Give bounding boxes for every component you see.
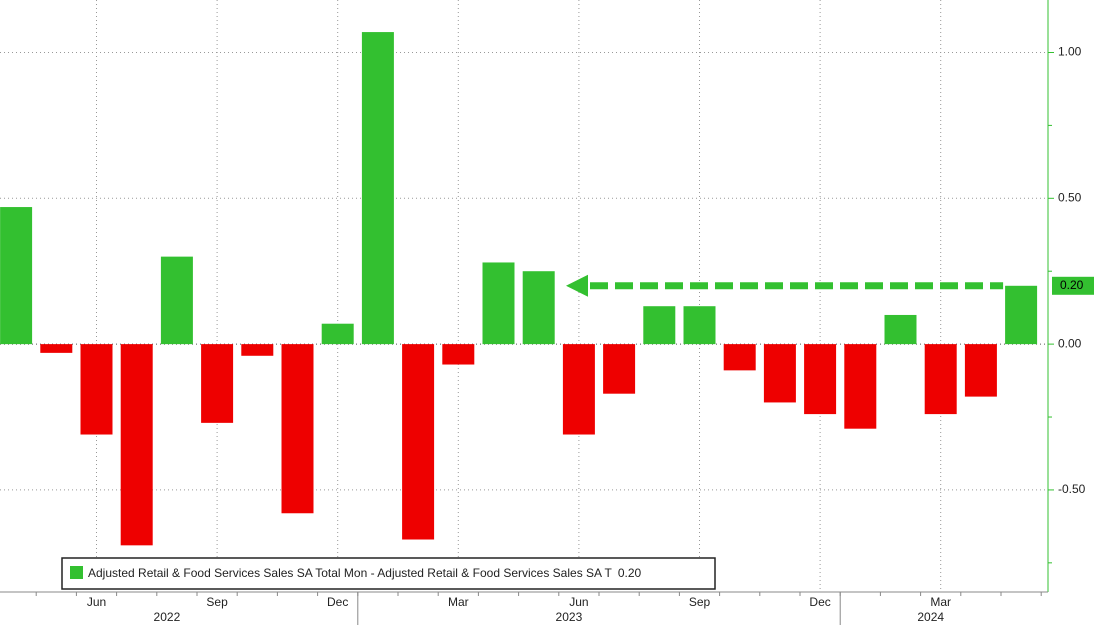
bar bbox=[603, 344, 636, 394]
bar bbox=[442, 344, 475, 365]
arrow-head bbox=[566, 274, 588, 297]
x-tick-label: Dec bbox=[809, 595, 830, 609]
bar bbox=[884, 314, 917, 345]
bar bbox=[844, 344, 877, 429]
year-label: 2023 bbox=[556, 610, 583, 624]
value-badge bbox=[1052, 276, 1094, 295]
legend-swatch bbox=[70, 566, 83, 579]
y-tick-label: 0.50 bbox=[1058, 190, 1082, 204]
x-tick-label: Sep bbox=[206, 595, 228, 609]
bar bbox=[281, 344, 314, 514]
bar bbox=[160, 256, 193, 345]
bar bbox=[482, 262, 515, 345]
x-tick-label: Sep bbox=[689, 595, 711, 609]
bar bbox=[201, 344, 234, 423]
bar bbox=[763, 344, 796, 403]
value-badge-label: 0.20 bbox=[1060, 278, 1084, 292]
bar bbox=[0, 207, 33, 345]
legend-name: Adjusted Retail & Food Services Sales SA… bbox=[88, 566, 612, 580]
y-tick-label: -0.50 bbox=[1058, 482, 1086, 496]
bar bbox=[643, 306, 676, 345]
bar bbox=[562, 344, 595, 435]
legend-box bbox=[61, 557, 716, 590]
x-tick-label: Jun bbox=[569, 595, 588, 609]
bar bbox=[723, 344, 756, 371]
year-label: 2024 bbox=[917, 610, 944, 624]
x-tick-label: Jun bbox=[87, 595, 106, 609]
bar bbox=[80, 344, 113, 435]
y-tick-label: 0.00 bbox=[1058, 336, 1082, 350]
x-tick-label: Mar bbox=[930, 595, 951, 609]
bar bbox=[321, 323, 354, 345]
bar bbox=[40, 344, 73, 353]
bar bbox=[1005, 285, 1038, 345]
bar bbox=[120, 344, 153, 546]
bar bbox=[241, 344, 274, 356]
bar bbox=[964, 344, 997, 397]
bar bbox=[924, 344, 957, 415]
bar bbox=[402, 344, 435, 540]
bar bbox=[522, 271, 555, 345]
x-tick-label: Mar bbox=[448, 595, 469, 609]
legend-value: 0.20 bbox=[618, 566, 642, 580]
y-tick-label: 1.00 bbox=[1058, 45, 1082, 59]
legend-label: Adjusted Retail & Food Services Sales SA… bbox=[88, 566, 642, 580]
legend: Adjusted Retail & Food Services Sales SA… bbox=[61, 557, 716, 590]
bar bbox=[361, 32, 394, 345]
bar bbox=[804, 344, 837, 415]
x-tick-label: Dec bbox=[327, 595, 348, 609]
bar bbox=[683, 306, 716, 345]
year-label: 2022 bbox=[154, 610, 181, 624]
